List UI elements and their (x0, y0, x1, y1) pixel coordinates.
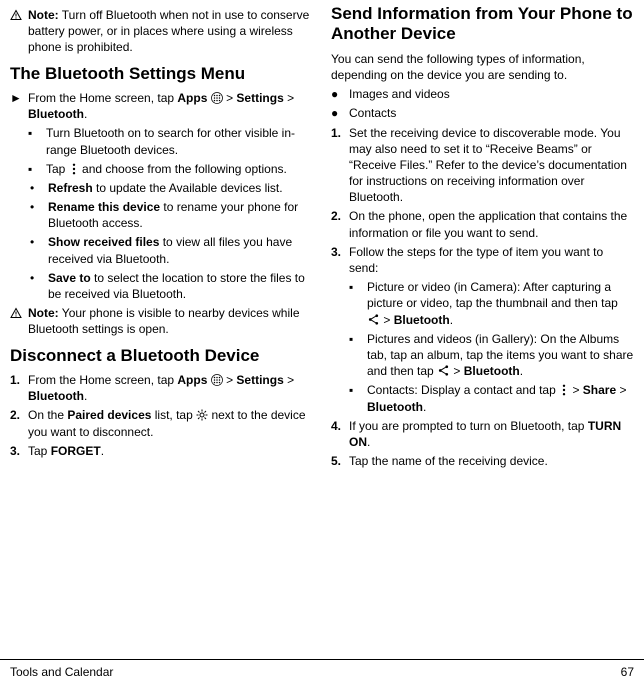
bullet-images: ● Images and videos (331, 86, 634, 102)
substep-text: Contacts: Display a contact and tap > Sh… (367, 382, 634, 414)
send-sub-gallery: ▪ Pictures and videos (in Gallery): On t… (349, 331, 634, 380)
dot-bullet-icon: • (30, 199, 48, 231)
step-number: 2. (331, 208, 349, 240)
send-step-2: 2. On the phone, open the application th… (331, 208, 634, 240)
step-number: 1. (331, 125, 349, 206)
option-refresh: • Refresh to update the Available device… (30, 180, 313, 196)
apps-grid-icon (211, 374, 223, 386)
substep-turn-on: ▪ Turn Bluetooth on to search for other … (28, 125, 313, 157)
disconnect-step-2: 2. On the Paired devices list, tap next … (10, 407, 313, 439)
more-vertical-icon (69, 163, 79, 175)
step-number: 1. (10, 372, 28, 404)
square-bullet-icon: ▪ (349, 331, 367, 380)
send-step-3: 3. Follow the steps for the type of item… (331, 244, 634, 276)
apps-grid-icon (211, 92, 223, 104)
more-vertical-icon (559, 384, 569, 396)
footer-page-number: 67 (621, 664, 634, 680)
step-text: Follow the steps for the type of item yo… (349, 244, 634, 276)
step-text: Tap the name of the receiving device. (349, 453, 634, 469)
option-text: Save to to select the location to store … (48, 270, 313, 302)
heading-send-info: Send Information from Your Phone to Anot… (331, 4, 634, 45)
bullet-text: Images and videos (349, 86, 634, 102)
option-save-to: • Save to to select the location to stor… (30, 270, 313, 302)
dot-bullet-icon: • (30, 270, 48, 302)
disconnect-step-3: 3. Tap FORGET. (10, 443, 313, 459)
step-number: 4. (331, 418, 349, 450)
dot-bullet-icon: • (30, 180, 48, 196)
intro-text: You can send the following types of info… (331, 51, 634, 83)
gear-icon (196, 409, 208, 421)
note-text: Note: Your phone is visible to nearby de… (28, 305, 313, 337)
page-footer: Tools and Calendar 67 (0, 659, 644, 686)
substep-text: Turn Bluetooth on to search for other vi… (46, 125, 313, 157)
step-text: From the Home screen, tap Apps > Setting… (28, 90, 313, 122)
square-bullet-icon: ▪ (349, 279, 367, 328)
step-text: Set the receiving device to discoverable… (349, 125, 634, 206)
note-1: Note: Turn off Bluetooth when not in use… (10, 7, 313, 56)
send-step-1: 1. Set the receiving device to discovera… (331, 125, 634, 206)
step-number: 2. (10, 407, 28, 439)
square-bullet-icon: ▪ (349, 382, 367, 414)
send-step-5: 5. Tap the name of the receiving device. (331, 453, 634, 469)
heading-disconnect: Disconnect a Bluetooth Device (10, 346, 313, 366)
substep-tap-more: ▪ Tap and choose from the following opti… (28, 161, 313, 177)
option-text: Show received files to view all files yo… (48, 234, 313, 266)
square-bullet-icon: ▪ (28, 125, 46, 157)
play-icon: ► (10, 90, 28, 122)
page-columns: Note: Turn off Bluetooth when not in use… (0, 0, 644, 656)
note-text: Note: Turn off Bluetooth when not in use… (28, 7, 313, 56)
option-rename: • Rename this device to rename your phon… (30, 199, 313, 231)
step-number: 5. (331, 453, 349, 469)
option-text: Rename this device to rename your phone … (48, 199, 313, 231)
warning-icon (10, 7, 28, 56)
share-icon (437, 364, 450, 377)
substep-text: Pictures and videos (in Gallery): On the… (367, 331, 634, 380)
substep-text: Tap and choose from the following option… (46, 161, 313, 177)
option-text: Refresh to update the Available devices … (48, 180, 313, 196)
note-2: Note: Your phone is visible to nearby de… (10, 305, 313, 337)
step-number: 3. (10, 443, 28, 459)
dot-bullet-icon: ● (331, 86, 349, 102)
warning-icon (10, 305, 28, 337)
send-sub-camera: ▪ Picture or video (in Camera): After ca… (349, 279, 634, 328)
step-text: Tap FORGET. (28, 443, 313, 459)
right-column: Send Information from Your Phone to Anot… (331, 4, 634, 656)
dot-bullet-icon: ● (331, 105, 349, 121)
send-step-4: 4. If you are prompted to turn on Blueto… (331, 418, 634, 450)
step-text: On the Paired devices list, tap next to … (28, 407, 313, 439)
step-number: 3. (331, 244, 349, 276)
paragraph: You can send the following types of info… (331, 51, 634, 83)
step-text: From the Home screen, tap Apps > Setting… (28, 372, 313, 404)
send-sub-contacts: ▪ Contacts: Display a contact and tap > … (349, 382, 634, 414)
heading-bluetooth-settings: The Bluetooth Settings Menu (10, 64, 313, 84)
square-bullet-icon: ▪ (28, 161, 46, 177)
bullet-text: Contacts (349, 105, 634, 121)
dot-bullet-icon: • (30, 234, 48, 266)
option-show-received: • Show received files to view all files … (30, 234, 313, 266)
share-icon (367, 313, 380, 326)
substep-text: Picture or video (in Camera): After capt… (367, 279, 634, 328)
bullet-contacts: ● Contacts (331, 105, 634, 121)
left-column: Note: Turn off Bluetooth when not in use… (10, 4, 313, 656)
step-text: On the phone, open the application that … (349, 208, 634, 240)
step-text: If you are prompted to turn on Bluetooth… (349, 418, 634, 450)
step-home-apps: ► From the Home screen, tap Apps > Setti… (10, 90, 313, 122)
footer-section: Tools and Calendar (10, 664, 113, 680)
disconnect-step-1: 1. From the Home screen, tap Apps > Sett… (10, 372, 313, 404)
